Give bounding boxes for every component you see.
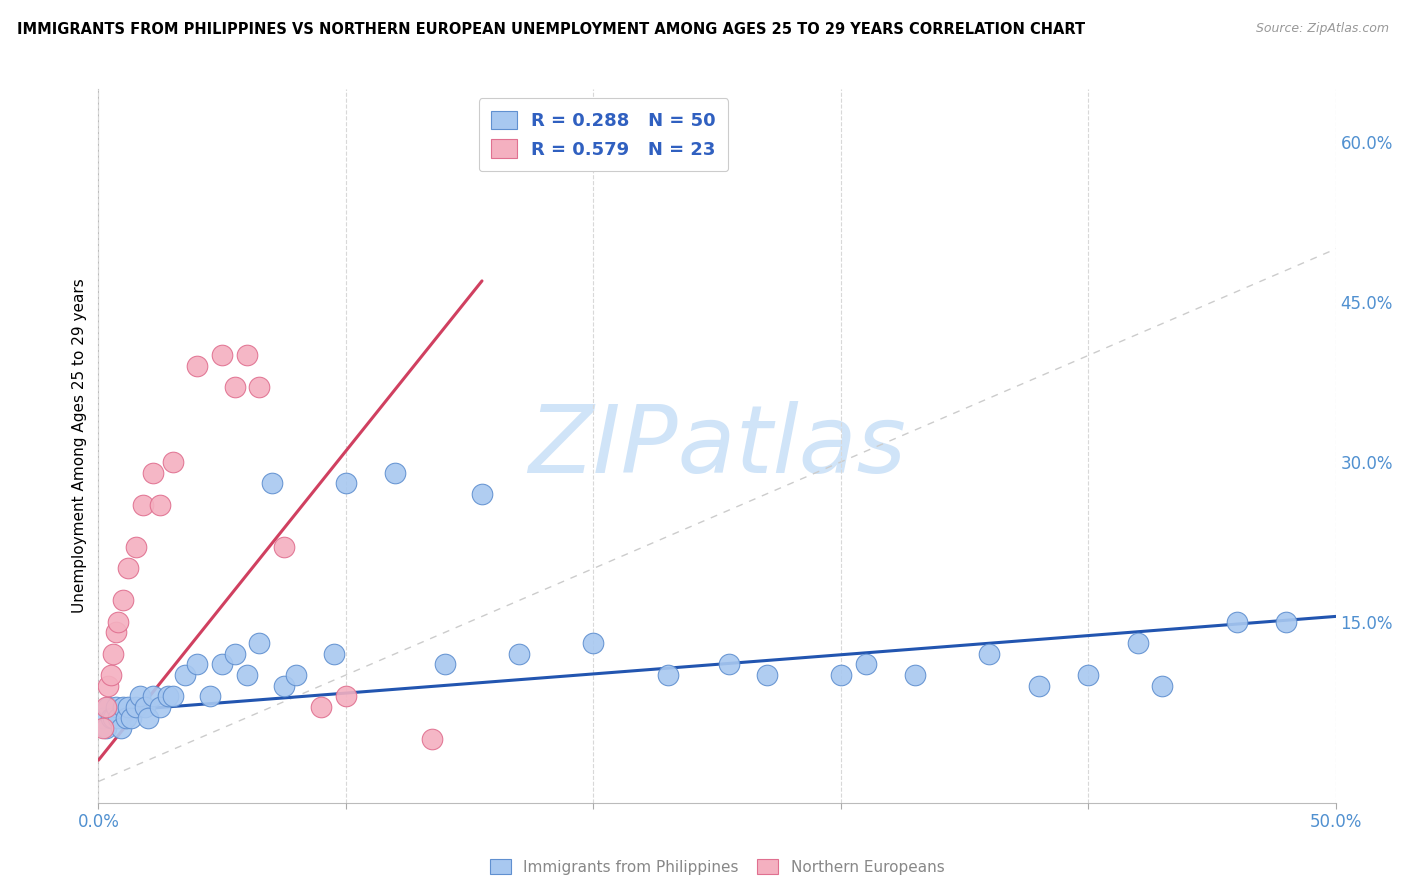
Point bbox=[855, 657, 877, 672]
Point bbox=[755, 668, 778, 682]
Point bbox=[1152, 679, 1174, 693]
Legend: Immigrants from Philippines, Northern Europeans: Immigrants from Philippines, Northern Eu… bbox=[484, 853, 950, 880]
Point bbox=[162, 690, 184, 704]
Point bbox=[718, 657, 741, 672]
Point bbox=[97, 700, 120, 714]
Point bbox=[149, 498, 172, 512]
Point bbox=[335, 690, 357, 704]
Point bbox=[1275, 615, 1298, 629]
Point bbox=[422, 731, 444, 746]
Text: ZIPatlas: ZIPatlas bbox=[529, 401, 905, 491]
Point bbox=[309, 700, 332, 714]
Point bbox=[236, 349, 259, 363]
Point bbox=[1028, 679, 1050, 693]
Y-axis label: Unemployment Among Ages 25 to 29 years: Unemployment Among Ages 25 to 29 years bbox=[72, 278, 87, 614]
Point bbox=[149, 700, 172, 714]
Point bbox=[129, 690, 152, 704]
Point bbox=[124, 700, 146, 714]
Point bbox=[134, 700, 156, 714]
Point bbox=[471, 487, 494, 501]
Point bbox=[104, 625, 127, 640]
Point bbox=[142, 690, 165, 704]
Point bbox=[211, 657, 233, 672]
Point bbox=[107, 615, 129, 629]
Point bbox=[979, 647, 1001, 661]
Point bbox=[198, 690, 221, 704]
Point bbox=[174, 668, 197, 682]
Point bbox=[142, 466, 165, 480]
Point bbox=[103, 710, 125, 724]
Point bbox=[120, 710, 142, 724]
Point bbox=[508, 647, 530, 661]
Point bbox=[156, 690, 179, 704]
Text: Source: ZipAtlas.com: Source: ZipAtlas.com bbox=[1256, 22, 1389, 36]
Point bbox=[657, 668, 679, 682]
Point bbox=[186, 657, 208, 672]
Point bbox=[132, 498, 155, 512]
Point bbox=[100, 710, 122, 724]
Point bbox=[112, 700, 135, 714]
Point bbox=[93, 710, 115, 724]
Point bbox=[285, 668, 308, 682]
Point bbox=[136, 710, 159, 724]
Point bbox=[904, 668, 927, 682]
Point bbox=[114, 710, 136, 724]
Point bbox=[335, 476, 357, 491]
Point bbox=[582, 636, 605, 650]
Point bbox=[830, 668, 852, 682]
Point bbox=[93, 721, 115, 735]
Point bbox=[224, 380, 246, 394]
Point bbox=[236, 668, 259, 682]
Point bbox=[94, 700, 117, 714]
Point bbox=[433, 657, 456, 672]
Point bbox=[162, 455, 184, 469]
Point bbox=[100, 668, 122, 682]
Point bbox=[322, 647, 344, 661]
Point bbox=[384, 466, 406, 480]
Point bbox=[1226, 615, 1249, 629]
Point bbox=[104, 700, 127, 714]
Point bbox=[103, 647, 125, 661]
Point bbox=[247, 636, 270, 650]
Point bbox=[94, 721, 117, 735]
Point bbox=[97, 679, 120, 693]
Point bbox=[124, 540, 146, 554]
Point bbox=[117, 561, 139, 575]
Point bbox=[107, 710, 129, 724]
Point bbox=[273, 679, 295, 693]
Point bbox=[211, 349, 233, 363]
Text: IMMIGRANTS FROM PHILIPPINES VS NORTHERN EUROPEAN UNEMPLOYMENT AMONG AGES 25 TO 2: IMMIGRANTS FROM PHILIPPINES VS NORTHERN … bbox=[17, 22, 1085, 37]
Point bbox=[247, 380, 270, 394]
Point bbox=[117, 700, 139, 714]
Point bbox=[273, 540, 295, 554]
Point bbox=[260, 476, 283, 491]
Point bbox=[1126, 636, 1149, 650]
Point bbox=[110, 721, 132, 735]
Point bbox=[186, 359, 208, 373]
Point bbox=[1077, 668, 1099, 682]
Point bbox=[224, 647, 246, 661]
Point bbox=[112, 593, 135, 607]
